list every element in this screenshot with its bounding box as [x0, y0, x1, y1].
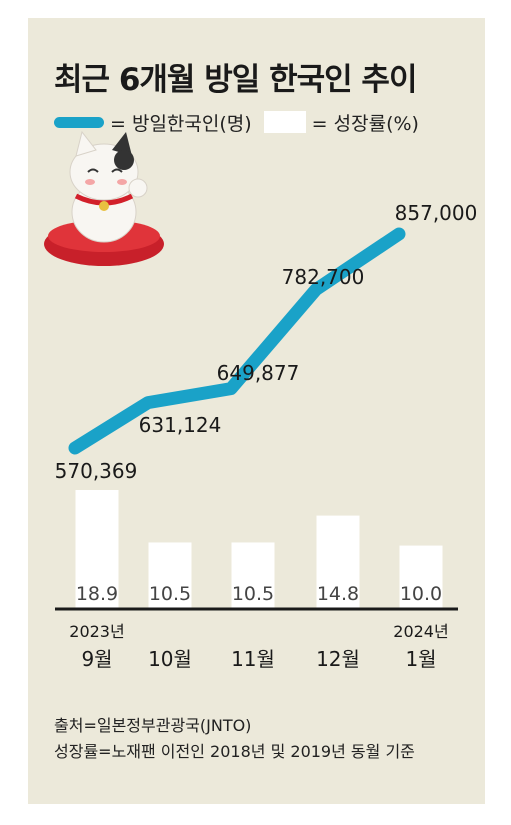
visitors-value-label: 649,877: [217, 361, 300, 385]
month-label: 10월: [148, 647, 192, 671]
lucky-cat-illustration: [44, 130, 164, 266]
visitors-value-label: 857,000: [395, 201, 478, 225]
bar-value-label: 10.0: [400, 583, 442, 605]
visitors-value-label: 631,124: [139, 413, 222, 437]
growth-bar: [148, 542, 192, 608]
legend-line-swatch: [54, 116, 104, 128]
month-label: 1월: [405, 647, 436, 671]
month-label: 12월: [316, 647, 360, 671]
visitors-value-label: 570,369: [55, 459, 138, 483]
chart-title: 최근 6개월 방일 한국인 추이: [54, 62, 417, 98]
visitors-value-label: 782,700: [282, 265, 365, 289]
legend-bar-label: = 성장률(%): [311, 112, 419, 135]
bar-value-label: 10.5: [149, 583, 191, 605]
visitors-line: [68, 227, 406, 455]
year-label: 2024년: [393, 622, 448, 641]
growth-bars: [75, 490, 443, 608]
bar-value-label: 14.8: [317, 583, 359, 605]
footer: 출처=일본정부관광국(JNTO) 성장률=노재팬 이전인 2018년 및 201…: [54, 713, 415, 765]
chart-panel: 최근 6개월 방일 한국인 추이 = 방일한국인(명) = 성장률(%) 출처=…: [28, 18, 485, 804]
bar-value-label: 10.5: [232, 583, 274, 605]
growth-bar: [75, 490, 119, 608]
legend-line-label: = 방일한국인(명): [110, 112, 252, 135]
growth-bar: [231, 542, 275, 608]
source-note: 출처=일본정부관광국(JNTO): [54, 716, 252, 735]
year-label: 2023년: [69, 622, 124, 641]
month-label: 9월: [81, 647, 112, 671]
growth-bar: [399, 545, 443, 608]
growth-note: 성장률=노재팬 이전인 2018년 및 2019년 동월 기준: [54, 742, 415, 761]
growth-bar: [316, 515, 360, 608]
legend-bar-swatch: [263, 111, 306, 133]
month-label: 11월: [231, 647, 275, 671]
legend: = 방일한국인(명) = 성장률(%): [54, 108, 419, 136]
bar-value-label: 18.9: [76, 583, 118, 605]
